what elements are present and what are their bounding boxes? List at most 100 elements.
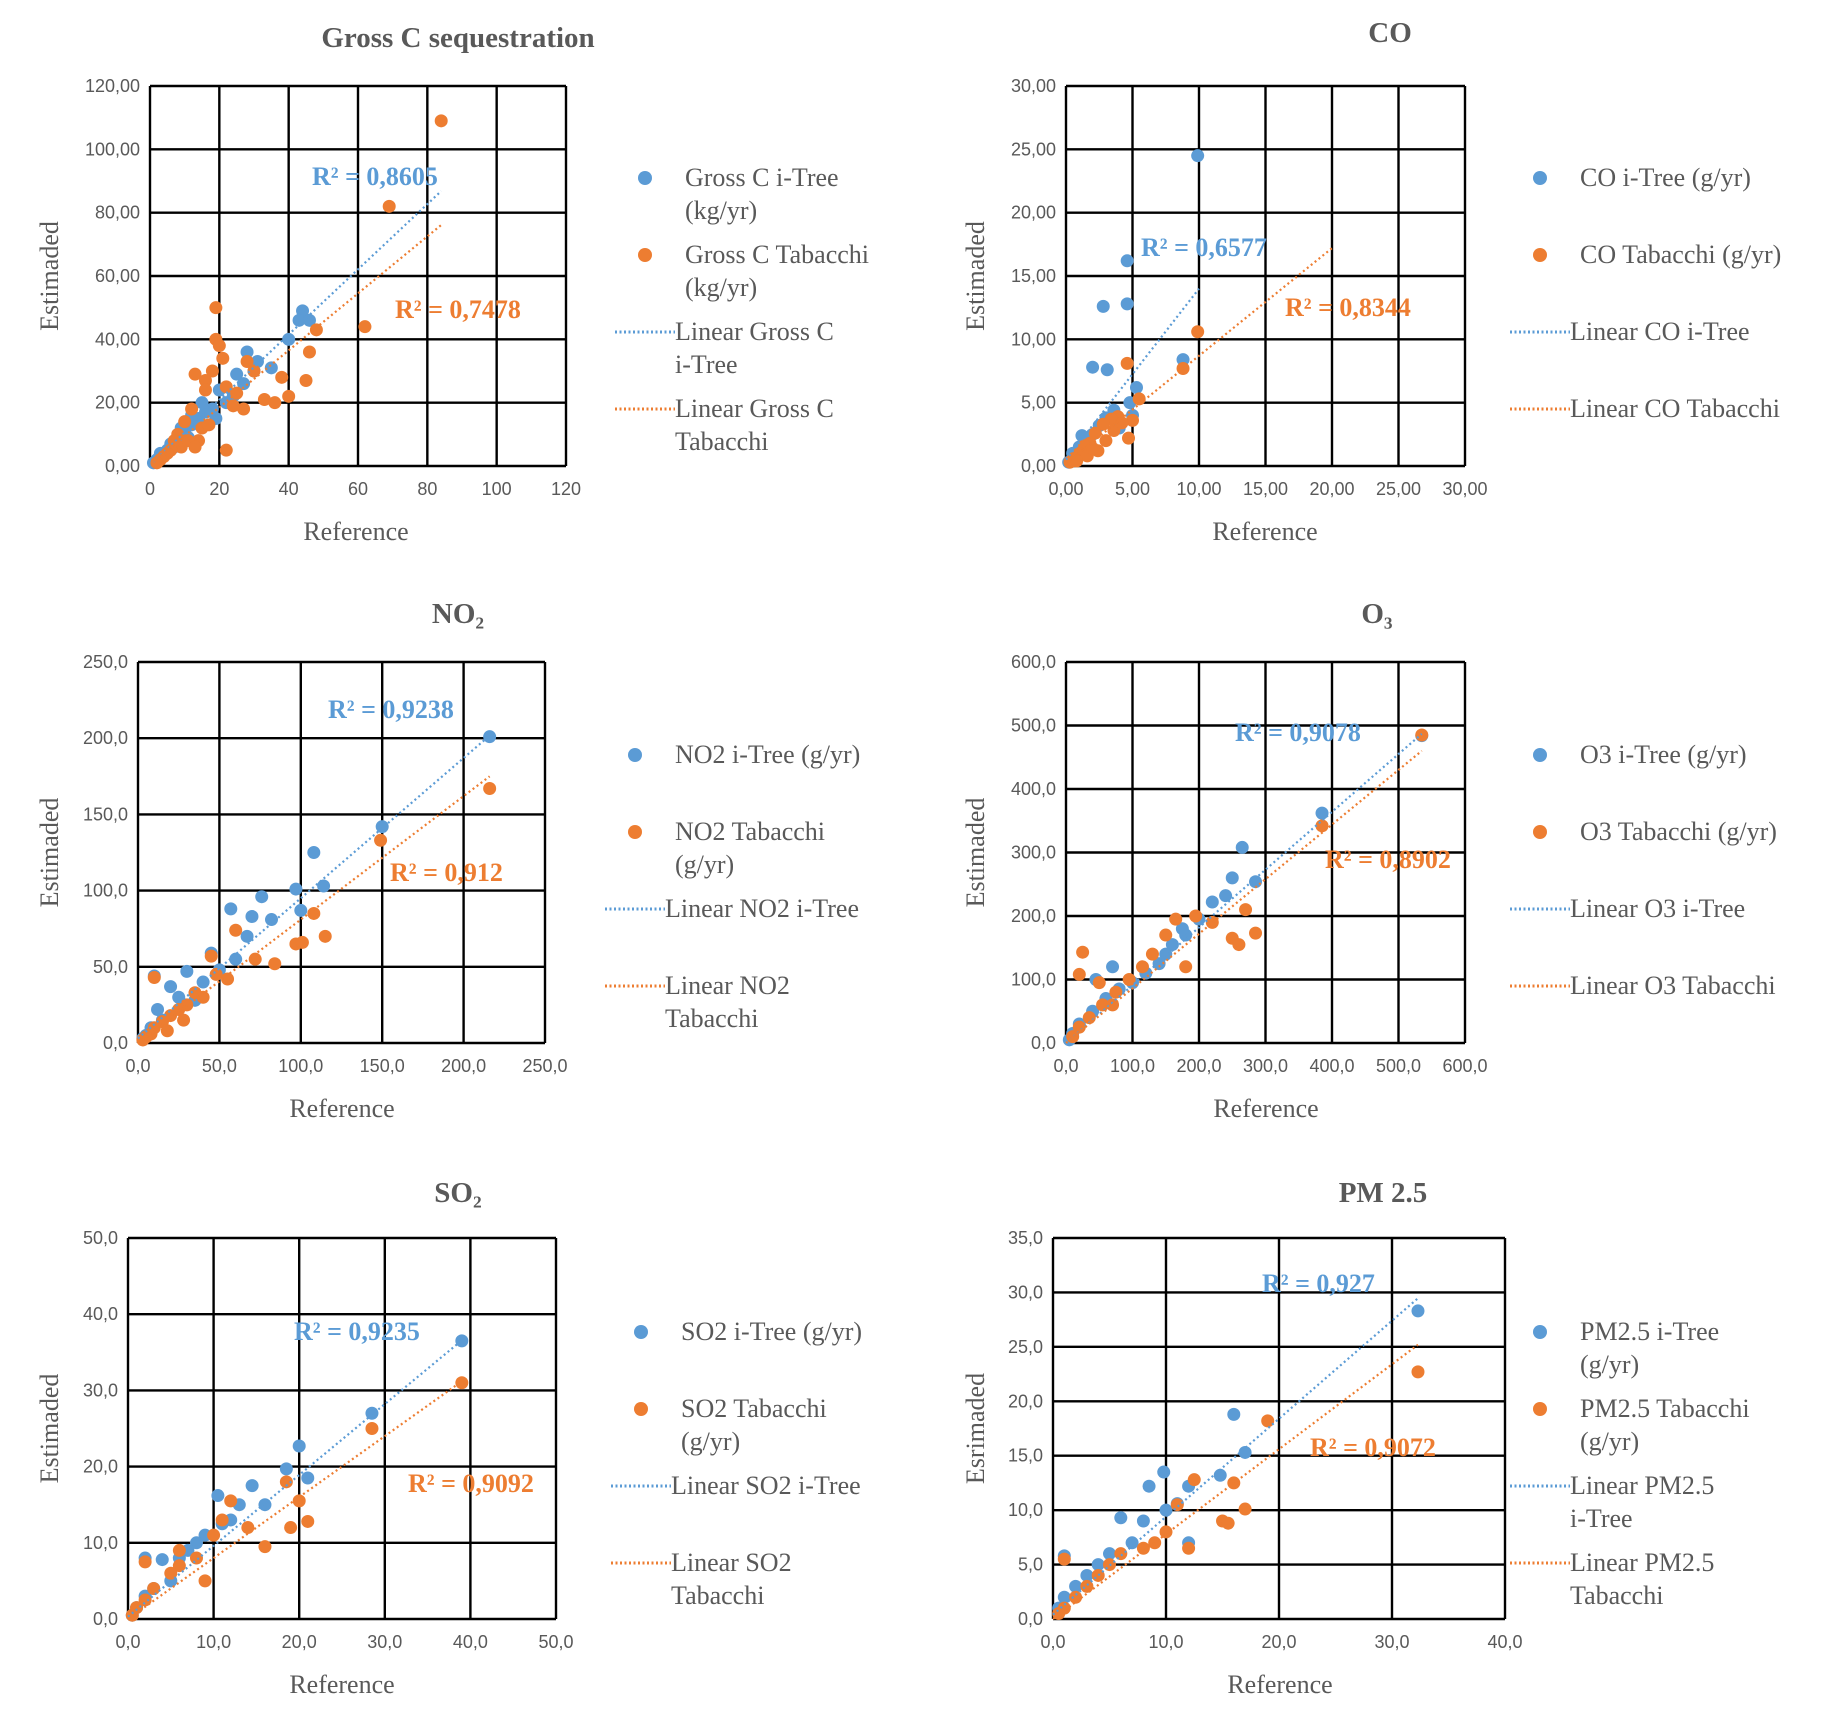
- x-tick-label: 600,0: [1442, 1056, 1487, 1076]
- x-tick-label: 20,0: [282, 1632, 317, 1652]
- tabacchi-point: [188, 440, 202, 454]
- tabacchi-point: [365, 1422, 379, 1435]
- legend-marker: [1533, 825, 1547, 839]
- tabacchi-point: [1120, 356, 1134, 370]
- y-tick-label: 100,0: [1011, 970, 1056, 990]
- tabacchi-point: [1221, 1516, 1235, 1530]
- x-axis-label: Reference: [1212, 517, 1317, 546]
- y-tick-label: 60,00: [95, 266, 140, 286]
- x-tick-label: 50,0: [538, 1632, 573, 1652]
- tabacchi-point: [1052, 1607, 1066, 1621]
- y-tick-label: 10,0: [1008, 1500, 1043, 1520]
- tabacchi-point: [292, 1494, 306, 1508]
- legend-marker: [634, 1325, 648, 1339]
- tabacchi-point: [248, 952, 262, 966]
- legend-label: SO2 i-Tree (g/yr): [681, 1317, 862, 1346]
- x-tick-label: 50,0: [202, 1056, 237, 1076]
- tabacchi-point: [177, 1013, 191, 1027]
- itree-point: [245, 910, 259, 924]
- tabacchi-point: [1066, 1030, 1080, 1044]
- tabacchi-point: [188, 367, 202, 381]
- tabacchi-point: [1096, 998, 1110, 1012]
- legend-label: Linear SO2 i-Tree: [671, 1471, 861, 1500]
- itree-point: [164, 980, 178, 994]
- y-tick-label: 25,0: [1008, 1337, 1043, 1357]
- legend-label: Linear Gross C Tabacchi: [675, 394, 834, 456]
- tabacchi-point: [1082, 1011, 1096, 1025]
- tabacchi-point: [307, 906, 321, 920]
- itree-point: [230, 367, 244, 381]
- y-tick-label: 200,0: [83, 728, 128, 748]
- itree-point: [1159, 1503, 1173, 1517]
- tabacchi-point: [1170, 1498, 1184, 1512]
- tabacchi-point: [1072, 967, 1086, 981]
- x-tick-label: 10,0: [1148, 1632, 1183, 1652]
- r2-itree-label: R² = 0,9235: [294, 1317, 420, 1346]
- tabacchi-point: [202, 418, 216, 432]
- itree-point: [307, 846, 321, 859]
- y-tick-label: 0,0: [1018, 1609, 1043, 1629]
- itree-point: [1120, 254, 1134, 268]
- y-tick-label: 15,00: [1011, 266, 1056, 286]
- x-axis-label: Reference: [1213, 1094, 1318, 1123]
- itree-point: [240, 345, 254, 359]
- tabacchi-point: [205, 364, 219, 378]
- tabacchi-point: [147, 970, 161, 984]
- r2-tabacchi-label: R² = 0,8344: [1285, 293, 1411, 322]
- x-tick-label: 30,0: [367, 1632, 402, 1652]
- itree-point: [245, 1479, 259, 1493]
- chart-6: PM 2.5 0,0 10,0 20,0 30,0 40,0 0,0 5,0 10,0 15,0 2…: [961, 1177, 1750, 1699]
- tabacchi-point: [247, 364, 261, 378]
- legend-marker: [1533, 248, 1547, 262]
- tabacchi-point: [1232, 938, 1246, 952]
- legend-marker: [628, 748, 642, 762]
- y-tick-label: 5,0: [1018, 1555, 1043, 1575]
- chart-title: NO₂: [432, 598, 484, 630]
- tabacchi-point: [1132, 392, 1146, 406]
- y-tick-label: 600,0: [1011, 652, 1056, 672]
- tabacchi-point: [302, 345, 316, 359]
- tabacchi-point: [185, 402, 199, 416]
- x-tick-label: 40: [279, 479, 299, 499]
- itree-point: [1225, 871, 1239, 885]
- r2-itree-label: R² = 0,9078: [1235, 718, 1361, 747]
- y-tick-label: 20,0: [83, 1457, 118, 1477]
- x-tick-label: 0,0: [1040, 1632, 1065, 1652]
- tabacchi-point: [1182, 1541, 1196, 1555]
- itree-point: [1091, 1558, 1105, 1572]
- x-tick-label: 120: [551, 479, 581, 499]
- x-axis-label: Reference: [289, 1094, 394, 1123]
- y-tick-label: 25,00: [1011, 139, 1056, 159]
- x-tick-label: 25,00: [1376, 479, 1421, 499]
- x-tick-label: 0,00: [1048, 479, 1083, 499]
- itree-point: [237, 377, 251, 391]
- r2-tabacchi-label: R² = 0,9072: [1310, 1433, 1436, 1462]
- chart-2: CO 0,00 5,00 10,00 15,00 20,00 25,00 30,00 0,00 5…: [961, 17, 1781, 546]
- x-tick-label: 0,0: [1053, 1056, 1078, 1076]
- tabacchi-point: [1122, 973, 1136, 986]
- tabacchi-point: [160, 1024, 174, 1038]
- itree-point: [1080, 1568, 1094, 1582]
- y-tick-label: 30,0: [1008, 1282, 1043, 1302]
- tabacchi-point: [204, 949, 218, 963]
- tabacchi-point: [178, 415, 192, 429]
- itree-point: [1096, 299, 1110, 313]
- y-tick-label: 250,0: [83, 652, 128, 672]
- y-tick-label: 15,0: [1008, 1446, 1043, 1466]
- itree-point: [294, 903, 308, 917]
- itree-point: [292, 313, 306, 327]
- itree-point: [1157, 1465, 1171, 1479]
- legend-label: O3 Tabacchi (g/yr): [1580, 817, 1777, 846]
- legend-marker: [1533, 1325, 1547, 1339]
- y-tick-label: 300,0: [1011, 843, 1056, 863]
- y-tick-label: 20,00: [95, 393, 140, 413]
- tabacchi-point: [1086, 441, 1100, 455]
- chart-1: Gross C sequestration 0 20 40 60 80 100 120 0,00…: [35, 22, 869, 546]
- y-tick-label: 35,0: [1008, 1228, 1043, 1248]
- legend-label: PM2.5 Tabacchi (g/yr): [1580, 1394, 1750, 1456]
- itree-point: [240, 929, 254, 943]
- legend: NO2 i-Tree (g/yr) NO2 Tabacchi (g/yr) Linea…: [605, 740, 860, 1033]
- tabacchi-point: [240, 355, 254, 368]
- x-tick-label: 0: [145, 479, 155, 499]
